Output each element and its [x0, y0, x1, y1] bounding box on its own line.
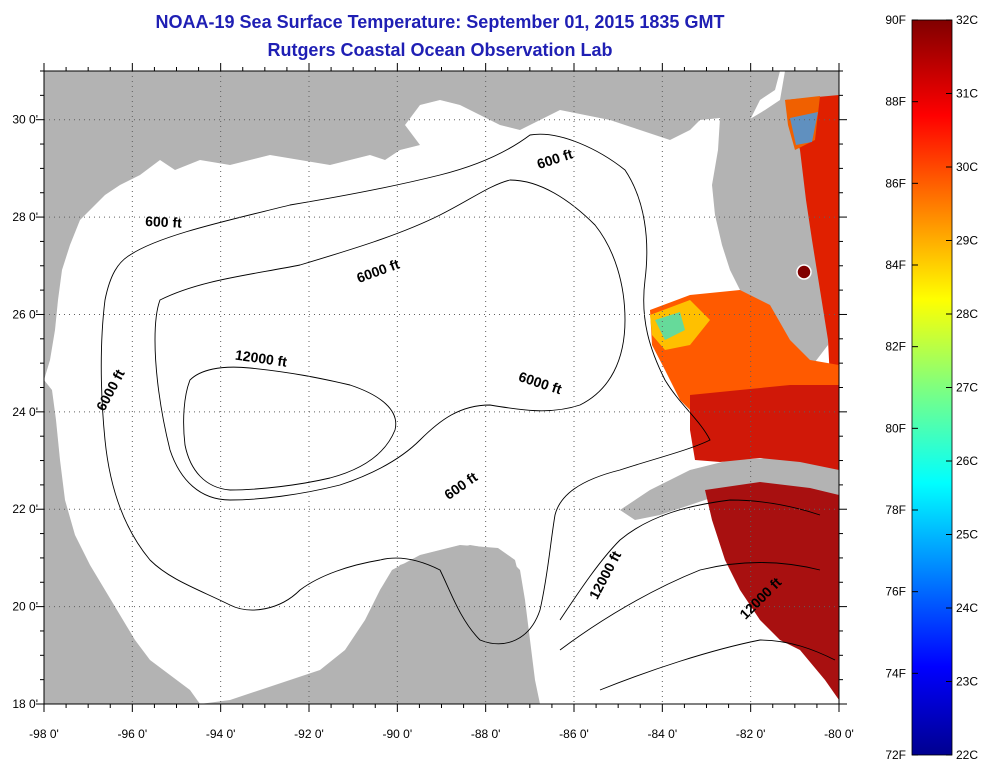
contour-6000ft	[154, 179, 626, 501]
colorbar-c-label: 31C	[956, 87, 978, 101]
y-tick-label: 24 0'	[12, 405, 38, 419]
y-tick-label: 28 0'	[12, 210, 38, 224]
sst-florida-straits	[690, 385, 839, 470]
sst-yucatan-channel	[705, 482, 839, 700]
colorbar-c-label: 25C	[956, 528, 978, 542]
land-us-gulf-coast	[44, 71, 780, 380]
x-tick-label: -94 0'	[206, 727, 236, 741]
colorbar-f-label: 74F	[885, 666, 906, 680]
colorbar-c-label: 30C	[956, 160, 978, 174]
sst-lake-okeechobee	[796, 264, 812, 280]
sst-southwest-florida-cyan	[655, 312, 685, 340]
x-tick-label: -80 0'	[824, 727, 854, 741]
x-tick-label: -82 0'	[736, 727, 766, 741]
contour-12000ft	[183, 366, 397, 491]
sst-layer	[650, 95, 839, 700]
contour-600ft-caribbean	[599, 639, 836, 691]
land-yucatan	[380, 545, 520, 612]
contour-6000ft-caribbean	[559, 562, 821, 651]
map-title: NOAA-19 Sea Surface Temperature: Septemb…	[155, 12, 725, 32]
x-tick-label: -86 0'	[559, 727, 589, 741]
y-tick-label: 30 0'	[12, 113, 38, 127]
colorbar-f-label: 90F	[885, 13, 906, 27]
colorbar: 90F 88F 86F 84F 82F 80F 78F 76F 74F 72F 32C 31C 30C 2…	[885, 13, 978, 762]
y-tick-label: 20 0'	[12, 600, 38, 614]
map-axes: -98 0' -96 0' -94 0' -92 0' -90 0' -88 0' -86 …	[12, 63, 854, 741]
contour-12000ft-channel	[559, 499, 821, 621]
colorbar-f-label: 82F	[885, 340, 906, 354]
x-tick-label: -98 0'	[29, 727, 59, 741]
colorbar-c-label: 29C	[956, 234, 978, 248]
colorbar-c-label: 26C	[956, 454, 978, 468]
colorbar-labels: 90F 88F 86F 84F 82F 80F 78F 76F 74F 72F 32C 31C 30C 2…	[885, 13, 978, 762]
y-tick-label: 26 0'	[12, 307, 38, 321]
colorbar-c-label: 27C	[956, 381, 978, 395]
sst-blue-patch	[790, 112, 818, 145]
colorbar-f-label: 78F	[885, 503, 906, 517]
x-tick-label: -92 0'	[294, 727, 324, 741]
colorbar-f-label: 88F	[885, 95, 906, 109]
colorbar-f-label: 86F	[885, 176, 906, 190]
y-tick-label: 22 0'	[12, 502, 38, 516]
x-tick-label: -84 0'	[648, 727, 678, 741]
colorbar-c-label: 24C	[956, 601, 978, 615]
y-tick-label: 18 0'	[12, 697, 38, 711]
contour-600ft	[100, 133, 711, 645]
land-mexico-west	[44, 380, 200, 704]
x-tick-label: -88 0'	[471, 727, 501, 741]
sst-florida-atlantic	[785, 95, 839, 400]
bathymetry-contours	[100, 133, 836, 691]
colorbar-f-label: 80F	[885, 421, 906, 435]
map-subtitle: Rutgers Coastal Ocean Observation Lab	[267, 40, 613, 60]
contour-label: 12000 ft	[234, 347, 288, 370]
colorbar-c-label: 32C	[956, 13, 978, 27]
colorbar-c-label: 22C	[956, 748, 978, 762]
colorbar-f-label: 72F	[885, 748, 906, 762]
x-tick-label: -96 0'	[118, 727, 148, 741]
colorbar-f-label: 76F	[885, 585, 906, 599]
colorbar-c-label: 28C	[956, 307, 978, 321]
x-tick-label: -90 0'	[383, 727, 413, 741]
graticule	[44, 71, 839, 704]
colorbar-f-label: 84F	[885, 258, 906, 272]
contour-label: 600 ft	[145, 213, 183, 231]
colorbar-c-label: 23C	[956, 675, 978, 689]
